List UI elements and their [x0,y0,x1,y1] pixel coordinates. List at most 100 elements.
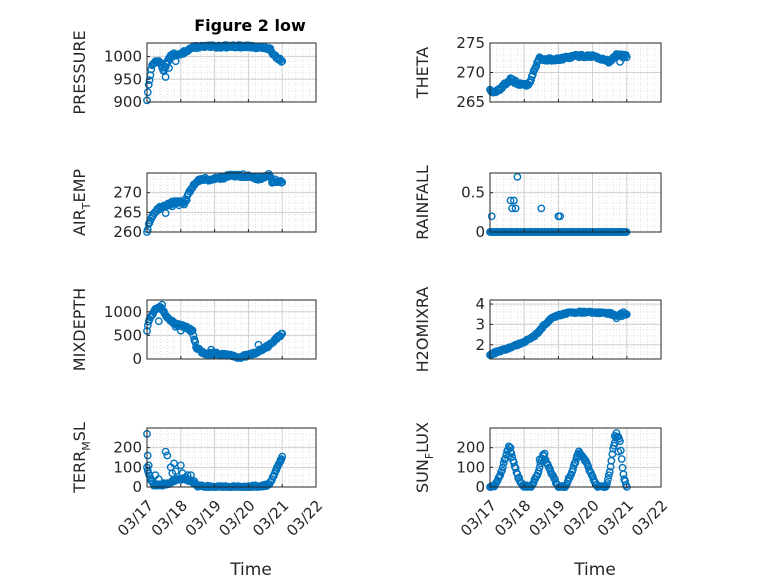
data-point [532,62,541,71]
data-point [161,447,170,456]
y-tick-label: 0 [132,478,142,496]
axes-frame [489,299,662,360]
x-tick-label: 03/22 [283,497,326,540]
data-point [506,443,515,452]
data-point [165,64,173,72]
data-point [619,53,628,62]
y-tick-label: 1000 [104,48,142,66]
x-tick-label: 03/17 [457,497,500,540]
subplot-pressure: 900 950 1000 PRESSURE [70,30,317,115]
y-tick-label: 3 [475,315,485,333]
data-point [513,172,522,181]
y-tick-label: 200 [113,439,142,457]
y-tick-label: 265 [113,203,142,221]
y-tick-label: 950 [113,70,142,88]
data-point [508,204,517,213]
data-point [278,57,287,66]
x-tick-label: 03/21 [594,497,637,540]
axes-frame [146,42,317,103]
data-point [276,457,285,466]
y-tick-label: 2 [475,336,485,354]
y-tick-label: 4 [475,295,485,313]
axes-frame [489,427,662,488]
data-point [487,212,496,221]
subplot-theta: 265 270 275 THETA [413,34,662,111]
data-point [604,471,613,480]
x-tick-label: 03/18 [491,497,534,540]
y-axis-label: THETA [413,47,432,99]
y-tick-label: 0 [132,350,142,368]
y-tick-label: 265 [456,93,485,111]
plot-area [490,173,661,232]
data-point [278,329,287,338]
data-point [188,326,197,335]
data-point [176,326,185,335]
data-point [501,454,510,463]
data-point [180,200,189,209]
data-point [154,317,163,326]
data-point [616,437,624,446]
data-point [510,196,518,205]
data-point [535,463,544,472]
y-tick-label: 0 [475,478,485,496]
data-point [186,471,195,480]
y-tick-label: 260 [113,223,142,241]
data-point [534,467,543,475]
subplot-h2omixra: 2 3 4 H2OMIXRA [413,287,662,372]
data-point [528,70,537,79]
data-point [605,467,614,476]
subplot-rainfall: 0 0.5 RAINFALL [413,165,662,241]
series-markers [143,300,287,362]
y-axis-label: RAINFALL [413,165,432,240]
x-tick-label: 03/20 [215,497,258,540]
y-tick-label: 900 [113,93,142,111]
x-tick-label: 03/19 [525,497,568,540]
x-tick-label: 03/19 [182,497,225,540]
data-point [171,57,180,66]
y-tick-label: 270 [456,64,485,82]
data-point [207,345,216,354]
data-point [529,478,538,487]
y-tick-label: 275 [456,34,485,52]
data-point [273,463,281,472]
y-tick-label: 0.5 [461,184,485,202]
data-point [537,204,546,213]
data-point [190,336,199,344]
data-point [143,451,152,460]
y-tick-label: 0 [475,223,485,241]
data-point [144,461,153,470]
data-point [573,451,582,460]
y-tick-label: 100 [456,458,485,476]
data-point [268,178,276,187]
series-markers [143,169,287,236]
data-point [617,312,626,321]
data-point [144,80,153,89]
x-tick-label: 03/20 [560,497,603,540]
data-point [143,225,152,234]
series-markers [486,307,631,359]
figure-title: Figure 2 low [194,16,306,35]
data-point [159,479,168,487]
axes-frame [146,172,317,233]
data-point [154,475,163,483]
axes-frame [489,172,662,233]
y-tick-label: 270 [113,184,142,202]
data-point [513,470,522,478]
data-point [604,475,612,484]
y-tick-label: 1000 [104,303,142,321]
x-axis-label-left: Time [229,560,272,580]
y-axis-label: TERRMSL [70,422,93,494]
data-point [619,470,628,479]
data-point [614,447,623,456]
data-point [570,459,579,468]
data-point [170,459,178,468]
y-tick-label: 100 [113,458,142,476]
x-axis-label-right: Time [573,560,616,580]
data-point [143,88,152,97]
data-point [587,471,596,480]
series-markers [143,41,287,105]
y-tick-label: 200 [456,439,485,457]
